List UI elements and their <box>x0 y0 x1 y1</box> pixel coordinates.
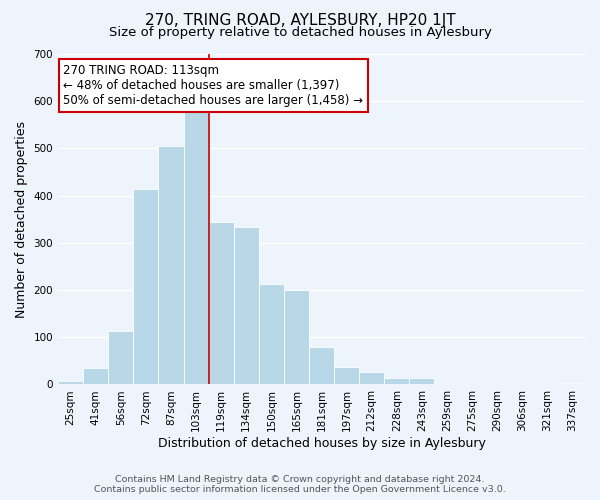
Bar <box>233 228 259 384</box>
Text: Contains HM Land Registry data © Crown copyright and database right 2024.
Contai: Contains HM Land Registry data © Crown c… <box>94 474 506 494</box>
X-axis label: Distribution of detached houses by size in Aylesbury: Distribution of detached houses by size … <box>158 437 485 450</box>
Bar <box>58 380 83 384</box>
Bar <box>409 378 434 384</box>
Text: 270 TRING ROAD: 113sqm
← 48% of detached houses are smaller (1,397)
50% of semi-: 270 TRING ROAD: 113sqm ← 48% of detached… <box>64 64 364 107</box>
Y-axis label: Number of detached properties: Number of detached properties <box>15 120 28 318</box>
Text: 270, TRING ROAD, AYLESBURY, HP20 1JT: 270, TRING ROAD, AYLESBURY, HP20 1JT <box>145 12 455 28</box>
Bar <box>309 346 334 385</box>
Bar <box>158 146 184 384</box>
Bar <box>184 112 209 384</box>
Bar <box>359 372 384 384</box>
Bar <box>560 383 585 384</box>
Bar <box>209 222 233 384</box>
Bar <box>259 284 284 384</box>
Bar <box>83 368 108 384</box>
Bar <box>284 290 309 384</box>
Bar <box>384 378 409 384</box>
Bar <box>133 188 158 384</box>
Text: Size of property relative to detached houses in Aylesbury: Size of property relative to detached ho… <box>109 26 491 39</box>
Bar <box>334 367 359 384</box>
Bar <box>108 331 133 384</box>
